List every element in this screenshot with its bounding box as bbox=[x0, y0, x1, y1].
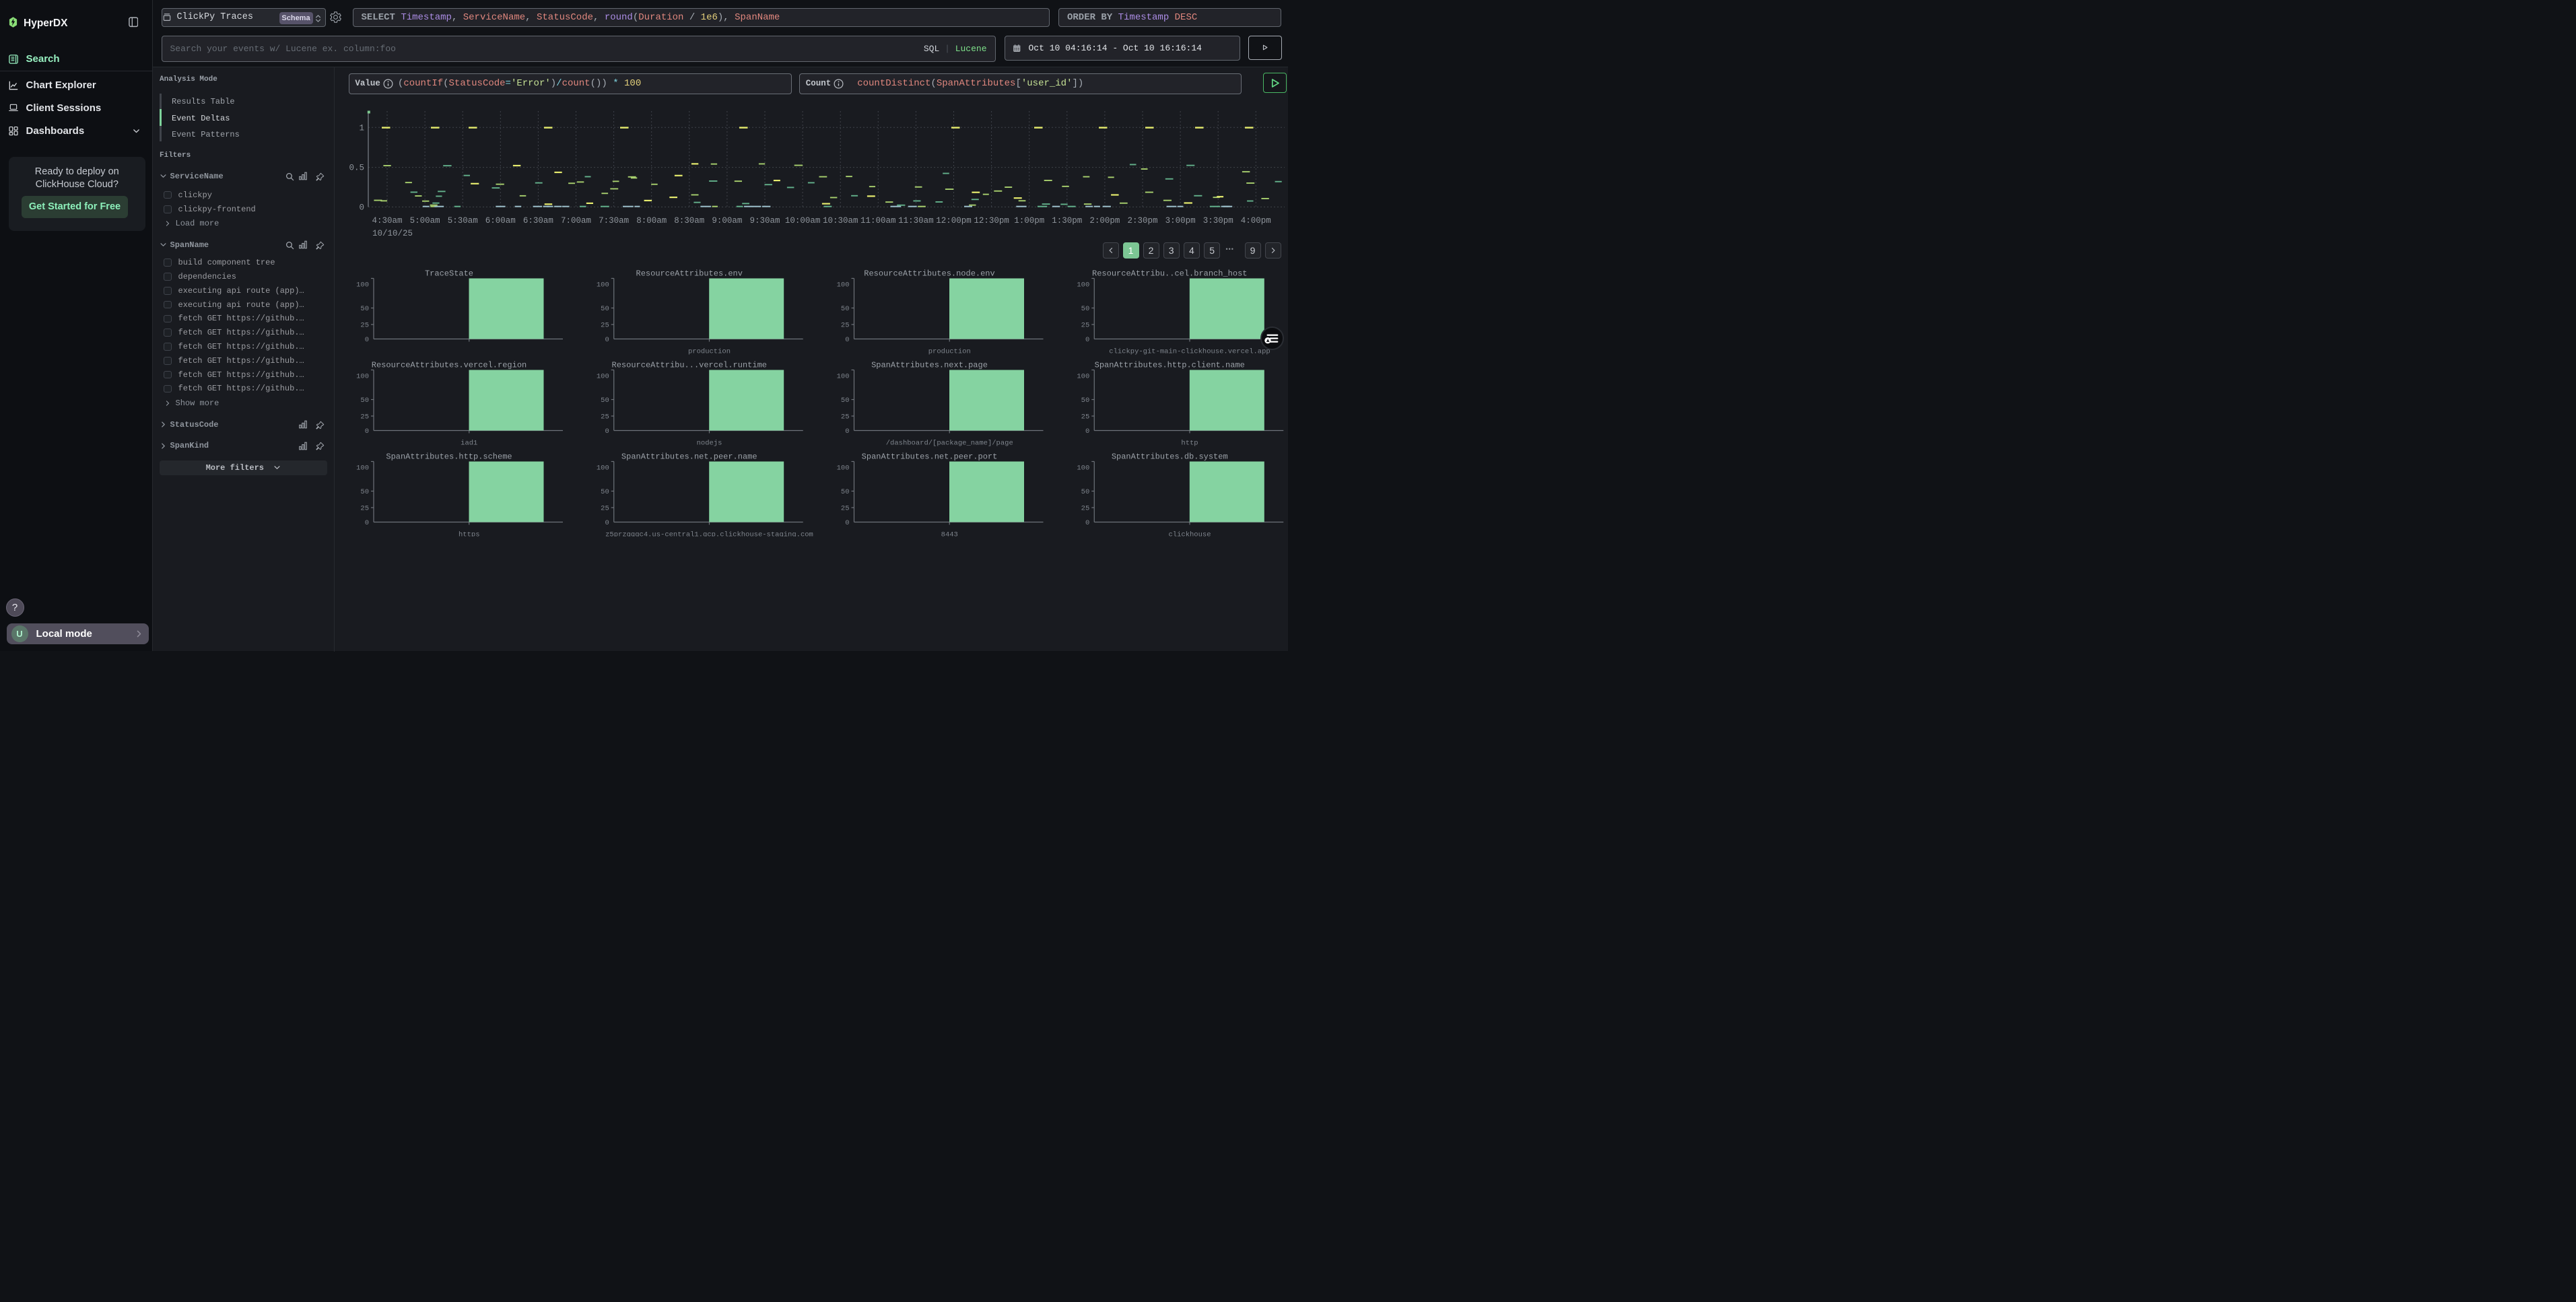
svg-text:25: 25 bbox=[360, 505, 369, 513]
svg-text:8443: 8443 bbox=[941, 531, 958, 537]
svg-text:25: 25 bbox=[1081, 413, 1090, 421]
svg-text:0: 0 bbox=[1085, 427, 1089, 436]
svg-text:0: 0 bbox=[365, 519, 369, 527]
svg-text:clickpy-git-main-clickhouse.ve: clickpy-git-main-clickhouse.vercel.app bbox=[1109, 348, 1270, 356]
svg-text:50: 50 bbox=[360, 305, 369, 313]
svg-text:10:00am: 10:00am bbox=[785, 216, 821, 226]
svg-text:iad1: iad1 bbox=[461, 440, 477, 448]
svg-text:8:30am: 8:30am bbox=[674, 216, 704, 226]
svg-text:SpanAttributes.net.peer.name: SpanAttributes.net.peer.name bbox=[621, 452, 757, 461]
svg-text:25: 25 bbox=[1081, 505, 1090, 513]
svg-text:ResourceAttributes.vercel.regi: ResourceAttributes.vercel.region bbox=[372, 360, 527, 370]
svg-text:100: 100 bbox=[1077, 373, 1089, 381]
svg-text:http: http bbox=[1181, 440, 1198, 448]
svg-text:50: 50 bbox=[360, 397, 369, 405]
svg-text:z5przgqgc4.us-central1.gcp.cli: z5przgqgc4.us-central1.gcp.clickhouse-st… bbox=[605, 531, 813, 537]
svg-text:25: 25 bbox=[841, 505, 850, 513]
svg-text:100: 100 bbox=[597, 373, 609, 381]
svg-text:12:00pm: 12:00pm bbox=[936, 216, 972, 226]
svg-text:50: 50 bbox=[1081, 488, 1090, 496]
svg-text:0.5: 0.5 bbox=[349, 164, 364, 173]
svg-text:100: 100 bbox=[837, 281, 850, 289]
svg-text:10/10/25: 10/10/25 bbox=[372, 229, 413, 238]
svg-text:0: 0 bbox=[605, 427, 609, 436]
svg-text:0: 0 bbox=[365, 336, 369, 344]
svg-text:TraceState: TraceState bbox=[425, 269, 473, 278]
svg-text:25: 25 bbox=[360, 413, 369, 421]
svg-text:100: 100 bbox=[597, 465, 609, 473]
svg-text:0: 0 bbox=[1085, 519, 1089, 527]
svg-text:50: 50 bbox=[841, 305, 850, 313]
svg-text:0: 0 bbox=[1085, 336, 1089, 344]
svg-text:2:00pm: 2:00pm bbox=[1089, 216, 1120, 226]
svg-text:100: 100 bbox=[837, 465, 850, 473]
svg-text:SpanAttributes.http.scheme: SpanAttributes.http.scheme bbox=[386, 452, 512, 461]
svg-text:0: 0 bbox=[359, 203, 364, 212]
svg-text:1: 1 bbox=[359, 123, 364, 133]
svg-text:25: 25 bbox=[601, 413, 609, 421]
svg-text:1:00pm: 1:00pm bbox=[1014, 216, 1044, 226]
svg-text:2:30pm: 2:30pm bbox=[1127, 216, 1157, 226]
svg-text:50: 50 bbox=[1081, 305, 1090, 313]
svg-text:6:00am: 6:00am bbox=[485, 216, 516, 226]
svg-text:50: 50 bbox=[1081, 397, 1090, 405]
svg-text:100: 100 bbox=[837, 373, 850, 381]
svg-text:11:30am: 11:30am bbox=[898, 216, 934, 226]
svg-text:3:30pm: 3:30pm bbox=[1203, 216, 1233, 226]
svg-text:4:30am: 4:30am bbox=[372, 216, 402, 226]
svg-text:ResourceAttribu...vercel.runti: ResourceAttribu...vercel.runtime bbox=[612, 360, 767, 370]
svg-text:5:00am: 5:00am bbox=[410, 216, 440, 226]
svg-text:8:00am: 8:00am bbox=[636, 216, 667, 226]
svg-text:50: 50 bbox=[601, 397, 609, 405]
svg-text:clickhouse: clickhouse bbox=[1168, 531, 1211, 537]
svg-text:11:00am: 11:00am bbox=[860, 216, 896, 226]
svg-text:6:30am: 6:30am bbox=[523, 216, 553, 226]
svg-text:ResourceAttributes.node.env: ResourceAttributes.node.env bbox=[864, 269, 994, 278]
svg-text:100: 100 bbox=[356, 373, 369, 381]
svg-text:25: 25 bbox=[1081, 322, 1090, 330]
svg-text:25: 25 bbox=[601, 322, 609, 330]
svg-text:100: 100 bbox=[356, 465, 369, 473]
svg-text:7:00am: 7:00am bbox=[561, 216, 591, 226]
svg-text:production: production bbox=[688, 348, 731, 356]
svg-text:/dashboard/[package_name]/page: /dashboard/[package_name]/page bbox=[886, 440, 1013, 448]
svg-text:50: 50 bbox=[601, 305, 609, 313]
svg-text:SpanAttributes.db.system: SpanAttributes.db.system bbox=[1112, 452, 1228, 461]
svg-text:1:30pm: 1:30pm bbox=[1052, 216, 1082, 226]
svg-text:100: 100 bbox=[1077, 465, 1089, 473]
svg-text:25: 25 bbox=[360, 322, 369, 330]
svg-text:50: 50 bbox=[841, 488, 850, 496]
svg-text:production: production bbox=[928, 348, 971, 356]
svg-text:ResourceAttributes.env: ResourceAttributes.env bbox=[636, 269, 743, 278]
svg-text:9:00am: 9:00am bbox=[712, 216, 742, 226]
svg-text:0: 0 bbox=[605, 519, 609, 527]
svg-text:3:00pm: 3:00pm bbox=[1165, 216, 1196, 226]
svg-text:25: 25 bbox=[841, 322, 850, 330]
svg-text:https: https bbox=[459, 531, 480, 537]
svg-text:25: 25 bbox=[601, 505, 609, 513]
svg-text:9:30am: 9:30am bbox=[749, 216, 780, 226]
svg-text:nodejs: nodejs bbox=[697, 440, 722, 448]
svg-text:4:00pm: 4:00pm bbox=[1241, 216, 1271, 226]
svg-text:100: 100 bbox=[356, 281, 369, 289]
svg-text:7:30am: 7:30am bbox=[599, 216, 629, 226]
svg-text:25: 25 bbox=[841, 413, 850, 421]
svg-text:0: 0 bbox=[845, 427, 849, 436]
svg-text:0: 0 bbox=[845, 336, 849, 344]
svg-text:12:30pm: 12:30pm bbox=[974, 216, 1009, 226]
svg-text:0: 0 bbox=[845, 519, 849, 527]
svg-text:5:30am: 5:30am bbox=[448, 216, 478, 226]
svg-text:50: 50 bbox=[360, 488, 369, 496]
svg-text:SpanAttributes.http.client.nam: SpanAttributes.http.client.name bbox=[1095, 360, 1245, 370]
svg-text:100: 100 bbox=[1077, 281, 1089, 289]
svg-text:50: 50 bbox=[601, 488, 609, 496]
svg-text:SpanAttributes.next.page: SpanAttributes.next.page bbox=[871, 360, 988, 370]
svg-text:ResourceAttribu..cel.branch_ho: ResourceAttribu..cel.branch_host bbox=[1092, 269, 1247, 278]
svg-text:0: 0 bbox=[605, 336, 609, 344]
svg-text:10:30am: 10:30am bbox=[823, 216, 858, 226]
svg-text:50: 50 bbox=[841, 397, 850, 405]
svg-text:SpanAttributes.net.peer.port: SpanAttributes.net.peer.port bbox=[862, 452, 998, 461]
svg-text:100: 100 bbox=[597, 281, 609, 289]
svg-text:0: 0 bbox=[365, 427, 369, 436]
